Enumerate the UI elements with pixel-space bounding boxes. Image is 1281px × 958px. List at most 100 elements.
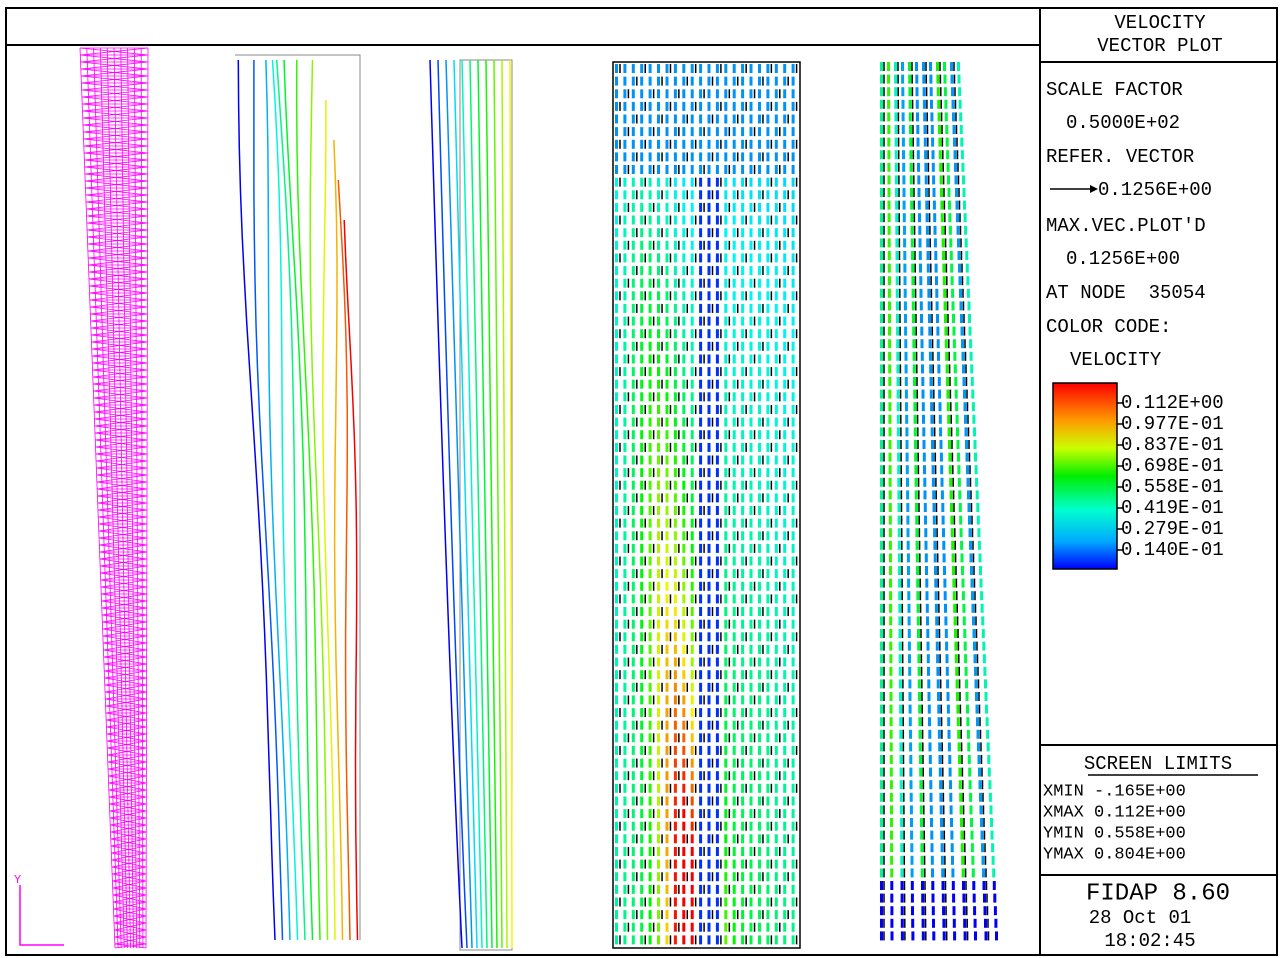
vector (783, 619, 787, 629)
vector (631, 354, 635, 364)
vector (732, 594, 736, 604)
vector (969, 339, 973, 349)
vector (962, 603, 966, 613)
mesh-line (92, 355, 148, 364)
vector (657, 127, 660, 137)
vector (707, 619, 711, 629)
mesh-line (85, 180, 148, 189)
vector (749, 708, 753, 718)
vector (749, 733, 753, 743)
vector (732, 897, 736, 907)
vector (749, 177, 753, 187)
vector (749, 758, 753, 768)
vector (908, 704, 912, 714)
vector (741, 341, 745, 351)
vector (715, 177, 719, 187)
vector (774, 455, 778, 465)
vector (665, 619, 669, 629)
vector (648, 758, 652, 768)
mesh-line (112, 887, 147, 896)
vector (699, 64, 703, 73)
vector (880, 238, 883, 248)
vector (774, 619, 778, 629)
vector (741, 417, 745, 427)
vector (783, 341, 787, 351)
vector (673, 569, 677, 579)
vector (919, 288, 923, 298)
vector (918, 213, 921, 223)
vector (690, 127, 694, 137)
vector (631, 543, 635, 553)
vector (707, 531, 711, 541)
vector (715, 809, 719, 819)
vector (724, 139, 728, 149)
vector (615, 935, 618, 945)
vector (931, 162, 935, 172)
vector (960, 314, 963, 323)
vector (699, 468, 703, 478)
vector (640, 430, 644, 440)
vector (749, 291, 753, 301)
mesh-line (96, 467, 148, 476)
vector (648, 468, 652, 478)
vector (930, 843, 934, 853)
vector (732, 190, 736, 200)
vector (623, 240, 627, 250)
vector (682, 329, 686, 339)
vector (699, 228, 703, 238)
vector (957, 477, 961, 487)
vector (615, 695, 618, 705)
vector (648, 556, 652, 566)
vector (715, 708, 719, 718)
vector (783, 581, 787, 591)
vector (615, 190, 618, 200)
vector (673, 670, 677, 680)
vector (912, 314, 915, 323)
vector (732, 367, 736, 377)
screen-limit: XMAX 0.112E+00 (1043, 803, 1186, 822)
vector (928, 314, 931, 323)
vector (665, 506, 669, 515)
vector (715, 367, 719, 377)
vector (960, 830, 964, 840)
mesh-line (91, 334, 148, 343)
vector (715, 594, 719, 604)
vector (631, 834, 635, 844)
vector (715, 619, 719, 629)
mesh-line (108, 775, 147, 784)
vector (932, 503, 936, 512)
vector (961, 566, 964, 575)
vector (766, 783, 770, 793)
vector (791, 543, 795, 553)
vector (682, 405, 686, 414)
vector (690, 619, 694, 629)
vector (937, 364, 941, 374)
vector (963, 213, 967, 223)
vector (973, 906, 977, 916)
mesh-line (84, 159, 148, 168)
vector (615, 291, 618, 301)
vector (962, 188, 966, 197)
vector (682, 872, 686, 882)
vector (889, 629, 893, 638)
vector (937, 99, 941, 109)
vector (665, 480, 669, 490)
vector (937, 704, 941, 714)
vector (982, 868, 985, 878)
vector (707, 657, 711, 667)
vector (690, 468, 694, 478)
vector (615, 139, 618, 149)
vector (950, 263, 954, 273)
info-label: MAX.VEC.PLOT'D (1046, 215, 1206, 237)
vector (715, 569, 719, 579)
vector (914, 465, 918, 475)
vector (682, 506, 686, 515)
vector (749, 266, 753, 276)
vector (699, 114, 703, 124)
vector (623, 758, 627, 768)
vector (957, 452, 960, 462)
vector (980, 603, 984, 613)
vector (958, 263, 961, 273)
vector (724, 758, 728, 768)
vector (640, 493, 644, 503)
